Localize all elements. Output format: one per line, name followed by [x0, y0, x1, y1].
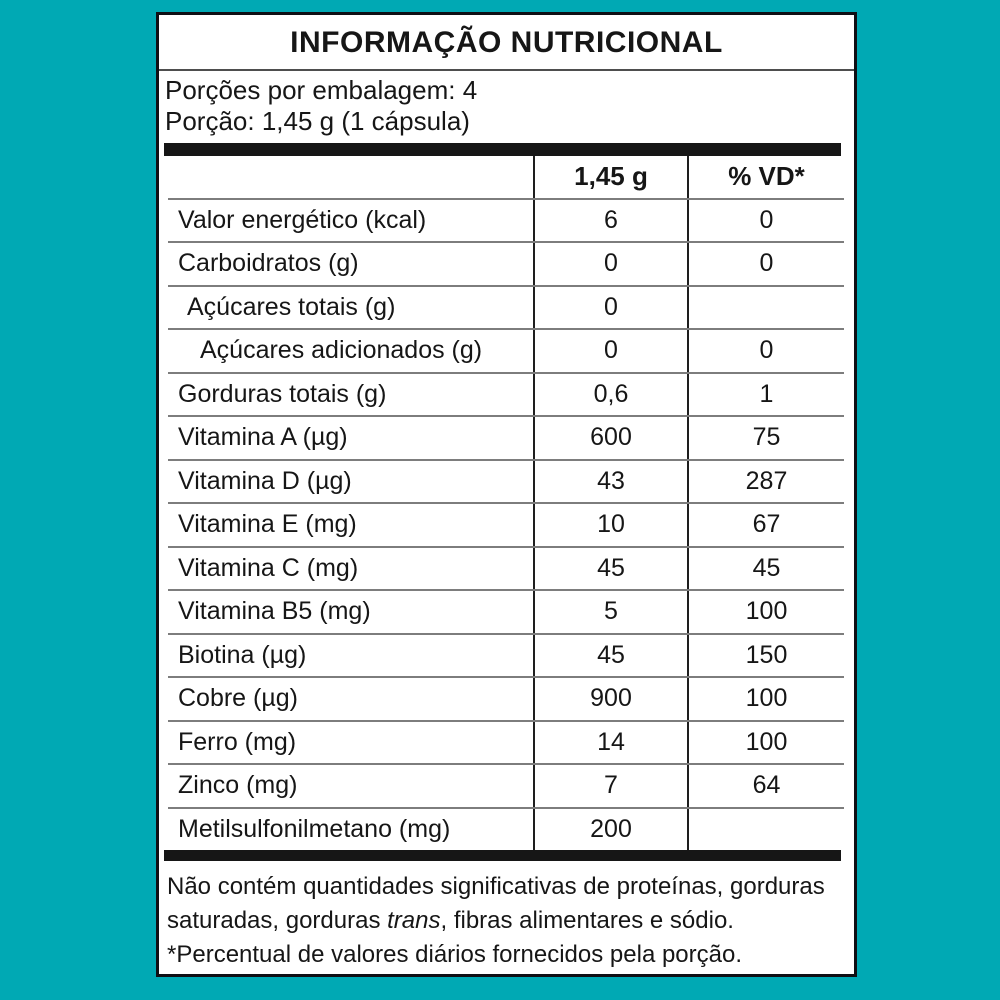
page-title: INFORMAÇÃO NUTRICIONAL — [290, 26, 723, 59]
table-row: Biotina (µg) 45 150 — [168, 633, 844, 678]
table-row: Gorduras totais (g) 0,6 1 — [168, 372, 844, 417]
note-text: Não contém quantidades significativas de… — [167, 873, 825, 934]
daily-value-percent: 45 — [687, 546, 844, 591]
table-row: Valor energético (kcal) 6 0 — [168, 198, 844, 243]
amount-value: 6 — [533, 198, 688, 243]
table-row: Açúcares totais (g) 0 — [168, 285, 844, 330]
daily-value-percent: 287 — [687, 459, 844, 504]
amount-value: 900 — [533, 677, 688, 722]
nutrient-label: Zinco (mg) — [168, 764, 534, 809]
nutrient-label: Biotina (µg) — [168, 633, 534, 678]
serving-info: Porções por embalagem: 4 Porção: 1,45 g … — [159, 71, 854, 137]
table-row: Carboidratos (g) 0 0 — [168, 242, 844, 287]
daily-value-percent — [687, 807, 844, 850]
table-row: Açúcares adicionados (g) 0 0 — [168, 329, 844, 374]
table-header-row: 1,45 g % VD* — [168, 156, 844, 200]
amount-value: 0,6 — [533, 372, 688, 417]
amount-value: 45 — [533, 633, 688, 678]
amount-value: 14 — [533, 720, 688, 765]
daily-value-percent: 75 — [687, 416, 844, 461]
footer-notes: Não contém quantidades significativas de… — [159, 861, 854, 972]
nutrient-label: Vitamina A (µg) — [168, 416, 534, 461]
nutrient-label: Valor energético (kcal) — [168, 198, 534, 243]
nutrient-label: Açúcares totais (g) — [168, 285, 534, 330]
amount-value: 0 — [533, 329, 688, 374]
nutrition-table-body: Valor energético (kcal) 6 0 Carboidratos… — [168, 198, 844, 850]
daily-value-percent: 150 — [687, 633, 844, 678]
nutrient-label: Vitamina B5 (mg) — [168, 590, 534, 635]
table-row: Vitamina D (µg) 43 287 — [168, 459, 844, 504]
table-row: Vitamina C (mg) 45 45 — [168, 546, 844, 591]
daily-value-percent: 0 — [687, 198, 844, 243]
amount-value: 0 — [533, 242, 688, 287]
amount-value: 7 — [533, 764, 688, 809]
serving-size: Porção: 1,45 g (1 cápsula) — [165, 106, 470, 136]
nutrient-label: Carboidratos (g) — [168, 242, 534, 287]
trans-italic-word: trans — [387, 907, 441, 934]
nutrient-label: Ferro (mg) — [168, 720, 534, 765]
column-header-daily-value: % VD* — [687, 156, 844, 200]
header-separator-bar — [164, 143, 841, 156]
column-header-amount: 1,45 g — [533, 156, 688, 200]
nutrient-label: Vitamina D (µg) — [168, 459, 534, 504]
daily-value-percent: 100 — [687, 677, 844, 722]
column-header-nutrient — [168, 156, 534, 200]
table-row: Zinco (mg) 7 64 — [168, 764, 844, 809]
daily-value-percent: 1 — [687, 372, 844, 417]
amount-value: 0 — [533, 285, 688, 330]
title-divider — [159, 69, 854, 71]
daily-value-percent: 100 — [687, 590, 844, 635]
daily-value-percent: 0 — [687, 242, 844, 287]
footer-separator-bar — [164, 850, 841, 861]
nutrition-table: 1,45 g % VD* Valor energético (kcal) 6 0… — [168, 156, 844, 850]
daily-value-percent — [687, 285, 844, 330]
table-row: Metilsulfonilmetano (mg) 200 — [168, 807, 844, 850]
nutrient-label: Metilsulfonilmetano (mg) — [178, 814, 451, 843]
table-row: Vitamina E (mg) 10 67 — [168, 503, 844, 548]
nutrient-label: Vitamina C (mg) — [168, 546, 534, 591]
amount-value: 600 — [533, 416, 688, 461]
nutrient-label: Vitamina E (mg) — [168, 503, 534, 548]
no-significant-amounts-note: Não contém quantidades significativas de… — [167, 870, 840, 938]
nutrient-label: Cobre (µg) — [168, 677, 534, 722]
daily-value-percent: 67 — [687, 503, 844, 548]
table-row: Ferro (mg) 14 100 — [168, 720, 844, 765]
table-row: Vitamina B5 (mg) 5 100 — [168, 590, 844, 635]
amount-value: 5 — [533, 590, 688, 635]
nutrient-label: Gorduras totais (g) — [168, 372, 534, 417]
daily-value-percent: 0 — [687, 329, 844, 374]
nutrient-label: Açúcares adicionados (g) — [168, 329, 534, 374]
percent-daily-value-note: *Percentual de valores diários fornecido… — [167, 941, 743, 968]
note-text: , fibras alimentares e sódio. — [440, 907, 734, 934]
table-row: Cobre (µg) 900 100 — [168, 677, 844, 722]
daily-value-percent: 100 — [687, 720, 844, 765]
servings-per-package: Porções por embalagem: 4 — [165, 75, 478, 105]
amount-value: 200 — [533, 807, 688, 850]
nutrition-facts-panel: INFORMAÇÃO NUTRICIONAL Porções por embal… — [156, 12, 857, 977]
amount-value: 10 — [533, 503, 688, 548]
amount-value: 45 — [533, 546, 688, 591]
daily-value-percent: 64 — [687, 764, 844, 809]
amount-value: 43 — [533, 459, 688, 504]
table-row: Vitamina A (µg) 600 75 — [168, 416, 844, 461]
